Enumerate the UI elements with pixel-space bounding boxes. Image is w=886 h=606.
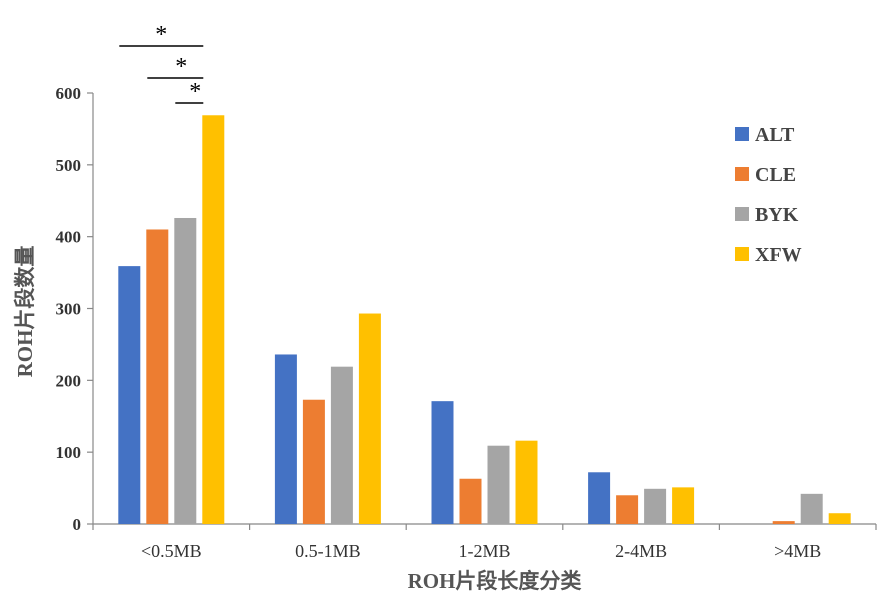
legend-swatch-xfw [735, 247, 749, 261]
legend-label-xfw: XFW [755, 244, 802, 266]
bar-byk-0 [174, 217, 197, 525]
bar-cle-2 [459, 478, 482, 524]
bar-byk-2 [487, 445, 510, 524]
bar-xfw-4 [828, 513, 851, 524]
bar-byk-3 [644, 488, 667, 524]
legend-swatch-alt [735, 127, 749, 141]
significance-star: * [175, 54, 187, 80]
bar-alt-2 [431, 401, 454, 524]
bar-byk-4 [800, 493, 823, 524]
significance-star: * [189, 79, 201, 105]
x-tick-label: >4MB [774, 541, 821, 561]
legend-label-alt: ALT [755, 124, 795, 146]
bar-cle-0 [146, 229, 169, 524]
x-tick-label: <0.5MB [141, 541, 202, 561]
x-tick-label: 0.5-1MB [295, 541, 361, 561]
y-tick-label: 400 [56, 228, 82, 247]
legend-swatch-byk [735, 207, 749, 221]
bar-xfw-0 [202, 115, 225, 524]
bar-alt-0 [118, 266, 141, 524]
bar-byk-1 [330, 366, 353, 524]
y-tick-label: 0 [73, 515, 82, 534]
significance-star: * [155, 22, 167, 48]
x-tick-label: 1-2MB [458, 541, 510, 561]
bars [118, 115, 851, 525]
bar-xfw-3 [672, 487, 695, 524]
y-tick-label: 100 [56, 443, 82, 462]
y-tick-label: 300 [56, 300, 82, 319]
y-tick-label: 600 [56, 84, 82, 103]
legend: ALT CLE BYK XFW [735, 124, 802, 266]
legend-label-byk: BYK [755, 204, 799, 226]
bar-cle-1 [302, 399, 325, 524]
bar-cle-4 [772, 521, 795, 524]
x-tick-label: 2-4MB [615, 541, 667, 561]
legend-swatch-cle [735, 167, 749, 181]
bar-xfw-1 [358, 313, 381, 524]
legend-label-cle: CLE [755, 164, 796, 186]
bar-alt-1 [274, 354, 297, 524]
bar-cle-3 [616, 495, 639, 524]
y-tick-label: 500 [56, 156, 82, 175]
bar-alt-3 [588, 472, 611, 524]
y-tick-label: 200 [56, 371, 82, 390]
significance-brackets: *** [119, 22, 204, 105]
y-axis-title: ROH片段数量 [13, 246, 37, 378]
axes: 0 100 200 300 400 500 600 <0.5MB 0.5-1MB 1-2MB 2-4… [56, 84, 877, 561]
x-axis-title: ROH片段长度分类 [408, 569, 583, 593]
bar-xfw-2 [515, 440, 538, 524]
